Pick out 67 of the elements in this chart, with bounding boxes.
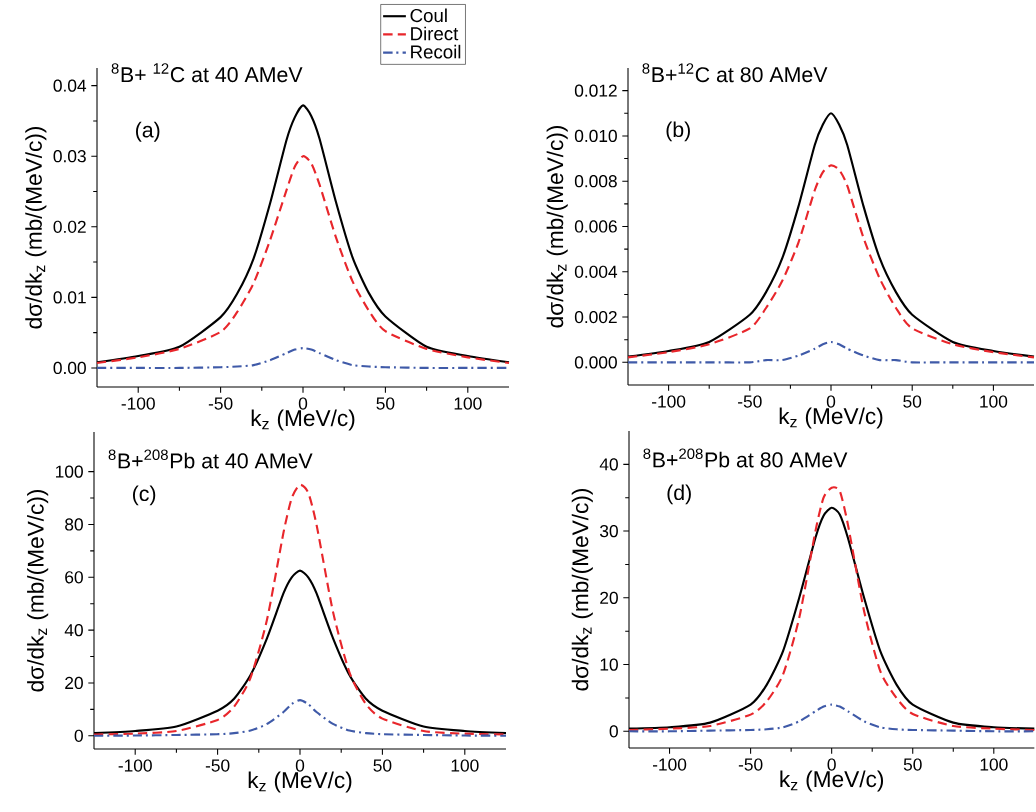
line-series: [626, 164, 1036, 359]
y-axis-title: dσ/dk$_{z}$ (mb/(MeV/c)): [25, 126, 47, 329]
y-axis-title: dσ/dk$_{z}$ (mb/(MeV/c)): [546, 125, 568, 328]
x-axis-title: k$_{z}$ (MeV/c): [248, 771, 352, 793]
x-tick-label: 50: [376, 397, 395, 410]
annotation: (c): [132, 485, 156, 506]
x-tick-label: 0: [298, 397, 308, 410]
x-tick-label: 100: [980, 758, 1008, 771]
y-tick-label: 30: [599, 524, 618, 538]
y-tick-label: 0.03: [53, 150, 86, 163]
y-tick-label: 80: [65, 518, 83, 531]
y-tick-label: 0.006: [574, 220, 617, 233]
y-tick-label: 0: [74, 729, 83, 742]
text: $^{8}$B+$^{208}$Pb at 80 AMeV: [643, 448, 848, 468]
x-tick-label: 50: [903, 758, 922, 771]
annotation: (a): [135, 121, 160, 142]
x-tick-label: -50: [738, 758, 763, 771]
y-axis-title: dσ/dk$_{z}$ (mb/(MeV/c)): [27, 489, 49, 692]
chart-title: $^{8}$B+$^{12}$C at 80 AMeV: [642, 63, 828, 83]
line-series: [95, 155, 511, 365]
y-tick-label: 0.04: [53, 79, 87, 92]
line-series: [626, 340, 1036, 364]
y-tick-label: 0.010: [574, 129, 617, 143]
x-tick-label: -50: [208, 397, 233, 410]
y-tick-label: 40: [64, 623, 83, 637]
legend-label: Recoil: [411, 44, 461, 59]
legend-label: Direct: [411, 26, 459, 41]
y-tick-label: 0.000: [574, 356, 617, 369]
x-axis-title: k$_{z}$ (MeV/c): [780, 770, 884, 792]
y-tick-label: 20: [65, 676, 83, 690]
x-tick-label: 100: [980, 395, 1008, 408]
y-tick-label: 100: [56, 465, 83, 478]
y-axis-title: dσ/dk$_{z}$ (mb/(MeV/c)): [571, 488, 593, 691]
y-tick-label: 0: [609, 725, 618, 738]
y-tick-label: 20: [600, 591, 618, 604]
line-series: [92, 699, 508, 737]
y-tick-label: 10: [600, 658, 618, 671]
x-tick-label: 100: [454, 397, 482, 410]
y-tick-label: 0.002: [574, 310, 617, 324]
x-tick-label: -100: [652, 395, 686, 408]
x-axis-title: k$_{z}$ (MeV/c): [251, 409, 355, 431]
x-tick-label: 100: [451, 759, 479, 772]
chart-title: $^{8}$B+ $^{12}$C at 40 AMeV: [111, 63, 303, 83]
x-tick-label: 0: [827, 758, 836, 771]
text: $^{8}$B+$^{208}$Pb at 40 AMeV: [108, 449, 313, 469]
y-tick-label: 0.008: [574, 175, 617, 188]
legend-label: Coul: [410, 8, 447, 23]
x-tick-label: 50: [903, 395, 922, 408]
x-tick-label: -100: [121, 397, 155, 410]
x-axis-title: k$_{z}$ (MeV/c): [779, 407, 883, 429]
line-series: [627, 703, 1036, 733]
x-tick-label: -50: [738, 395, 762, 408]
x-tick-label: -100: [652, 758, 687, 771]
y-tick-label: 40: [599, 458, 618, 471]
y-tick-label: 0.012: [574, 84, 617, 97]
annotation: (b): [666, 121, 690, 142]
annotation: (d): [667, 484, 691, 505]
x-tick-label: 0: [826, 395, 836, 408]
y-tick-label: 0.02: [53, 220, 86, 233]
y-tick-label: 60: [65, 571, 83, 584]
y-tick-label: 0.01: [53, 291, 86, 304]
x-tick-label: -100: [118, 759, 152, 772]
x-tick-label: 50: [373, 759, 392, 772]
y-tick-label: 0.00: [53, 361, 86, 375]
x-tick-label: 0: [295, 759, 305, 772]
y-tick-label: 0.004: [574, 265, 618, 278]
x-tick-label: -50: [205, 759, 230, 772]
